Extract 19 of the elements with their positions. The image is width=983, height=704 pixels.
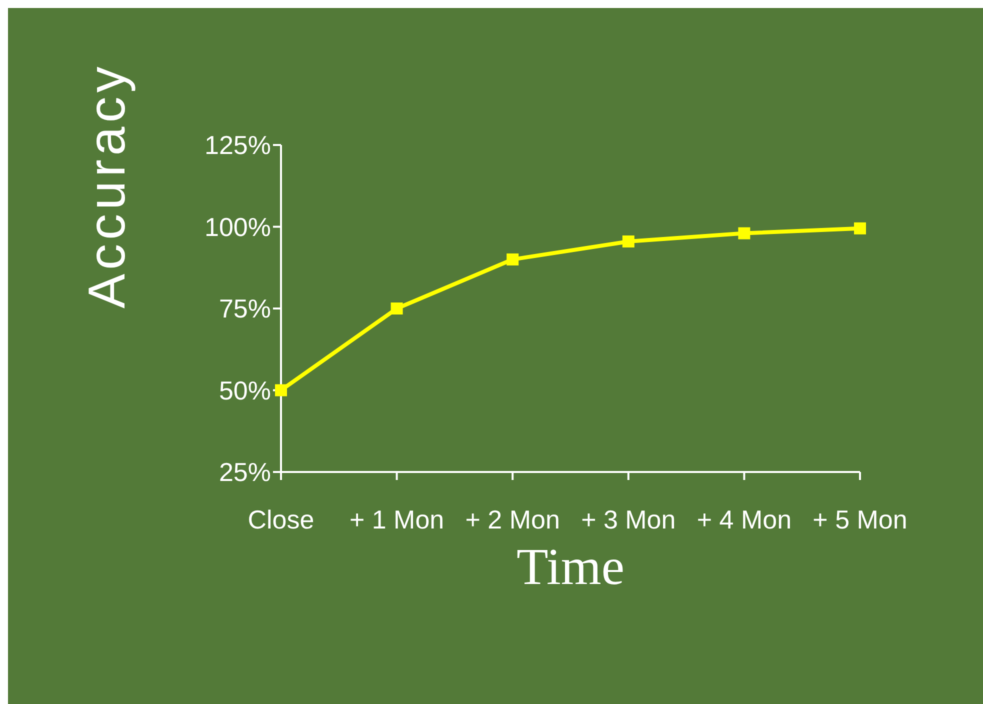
x-tick-label: + 4 Mon (696, 504, 792, 534)
y-axis-title: Accuracy (78, 62, 136, 308)
y-tick-label: 100% (204, 212, 271, 242)
point (275, 384, 287, 396)
x-axis-title: Time (516, 538, 624, 596)
x-tick-label: + 5 Mon (812, 504, 908, 534)
x-tick-label: Close (248, 504, 314, 534)
x-tick-label: + 3 Mon (581, 504, 676, 534)
y-tick-label: 50% (218, 375, 271, 406)
point (390, 302, 403, 314)
x-tick-label: + 2 Mon (465, 504, 560, 534)
point (738, 227, 750, 240)
y-tick-label: 75% (218, 294, 271, 324)
point (622, 235, 634, 248)
y-tick-label: 25% (218, 457, 271, 488)
y-tick-label: 125% (204, 130, 271, 160)
point (506, 253, 519, 266)
x-tick-label: + 1 Mon (349, 504, 444, 534)
point (854, 222, 866, 234)
